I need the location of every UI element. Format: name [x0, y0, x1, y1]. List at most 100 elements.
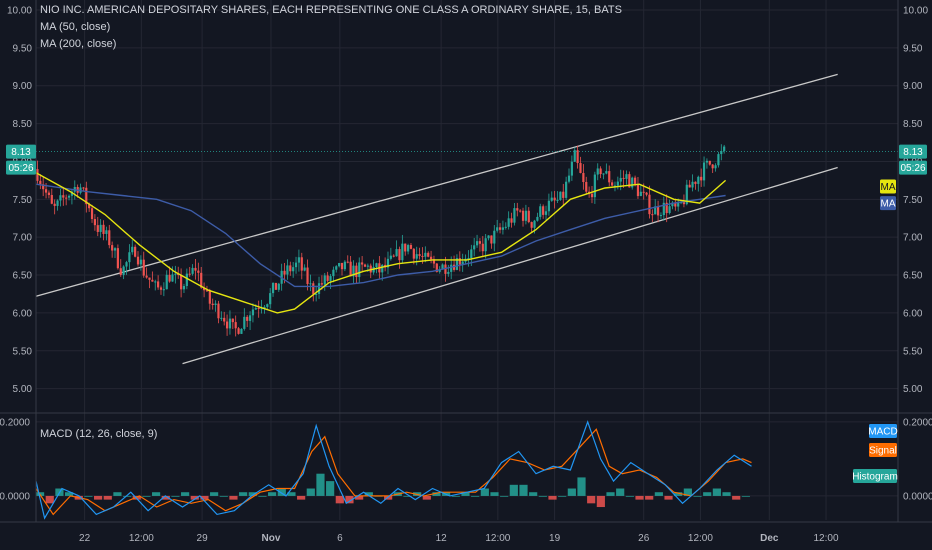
histogram-bar [123, 495, 132, 497]
histogram-bar [248, 492, 257, 496]
y-tick-label-right: 7.00 [903, 233, 923, 244]
ma50-line [35, 172, 727, 314]
histogram-bar [616, 488, 625, 496]
candle-body [444, 264, 447, 274]
candle-body [714, 165, 717, 169]
candle-body [582, 172, 585, 183]
candle-body [349, 261, 352, 277]
histogram-bar [461, 492, 470, 496]
candle-body [720, 151, 723, 155]
candle-body [119, 268, 122, 275]
ma200-legend[interactable]: MA (200, close) [40, 38, 117, 50]
histogram-bar [712, 488, 721, 496]
candle-body [510, 218, 513, 223]
candle-body [113, 248, 117, 251]
y-tick-label-right: 6.00 [903, 308, 923, 319]
candle-body [559, 191, 562, 200]
x-tick-label: 12:00 [129, 533, 154, 544]
candle-body [50, 194, 53, 204]
candle-body [590, 193, 594, 198]
histogram-bar [654, 492, 663, 496]
candle-body [536, 216, 539, 221]
candle-body [145, 275, 148, 278]
candle-body [625, 174, 628, 179]
candle-body [82, 187, 85, 189]
candle-body [688, 184, 691, 188]
signal-tag: Signal [869, 443, 897, 457]
histogram-bar [403, 495, 412, 497]
candle-body [39, 180, 42, 185]
candle-body [332, 269, 335, 277]
candle-body [111, 245, 114, 251]
candle-body [171, 274, 174, 282]
candle-body [496, 227, 499, 231]
candle-body [700, 176, 703, 181]
macd-line [35, 420, 752, 520]
candle-body [205, 290, 209, 292]
candle-body [665, 202, 668, 214]
histogram-bar [596, 495, 605, 508]
candle-body [217, 303, 220, 319]
y-tick-label-right: 7.50 [903, 195, 923, 206]
candle-body [550, 197, 553, 201]
histogram-bar [538, 495, 547, 497]
candle-body [645, 192, 648, 195]
macd-tick-label-left: 0.2000 [0, 417, 30, 428]
candle-body [231, 318, 234, 323]
x-tick-label: 19 [549, 533, 561, 544]
macd-tag-bg [869, 424, 897, 438]
histogram-bar [558, 495, 567, 497]
candle-body [154, 281, 157, 283]
candle-body [636, 183, 640, 197]
y-tick-label-right: 10.00 [903, 6, 928, 17]
histogram-bar [606, 492, 615, 496]
candle-body [62, 195, 65, 198]
candle-body [450, 264, 453, 272]
ma50-legend[interactable]: MA (50, close) [40, 21, 111, 33]
candle-body [467, 258, 470, 260]
candle-body [567, 175, 571, 182]
y-tick-label-right: 5.50 [903, 346, 923, 357]
chart-title: NIO INC. AMERICAN DEPOSITARY SHARES, EAC… [40, 4, 622, 16]
last-price-tag-left-bg [6, 144, 36, 159]
candle-body [139, 259, 142, 265]
candle-body [613, 185, 617, 187]
ma200-line [35, 183, 726, 288]
channel-lower-line[interactable] [182, 166, 838, 365]
candle-body [122, 266, 125, 275]
candle-body [312, 283, 315, 295]
candle-body [662, 202, 665, 216]
macd-tick-label-left: 0.0000 [0, 491, 30, 502]
candle-body [455, 258, 459, 270]
moving-averages [35, 151, 898, 314]
candle-body [542, 206, 545, 215]
channel-upper-line[interactable] [35, 73, 838, 297]
candle-body [691, 181, 694, 188]
histogram-bar [258, 495, 267, 497]
candle-body [602, 173, 605, 175]
y-tick-label-right: 9.00 [903, 81, 923, 92]
ma200-tag-bg [880, 196, 896, 211]
candle-body [283, 270, 286, 275]
candle-body [188, 273, 191, 275]
macd-legend[interactable]: MACD (12, 26, close, 9) [40, 428, 158, 440]
candle-body [461, 261, 464, 265]
y-tick-label-right: 5.00 [903, 384, 923, 395]
candle-body [44, 189, 48, 193]
y-tick-label-right: 9.50 [903, 43, 923, 54]
y-tick-label-left: 5.00 [13, 384, 33, 395]
candle-body [300, 257, 303, 271]
candle-body [168, 274, 171, 282]
candle-body [277, 283, 280, 290]
histogram-bar [326, 481, 335, 496]
y-tick-label-right: 8.50 [903, 119, 923, 130]
histogram-bar [509, 484, 518, 496]
candle-body [516, 208, 519, 211]
trend-channel[interactable] [35, 73, 838, 365]
histogram-bar [732, 495, 741, 500]
histogram-bar [519, 484, 528, 496]
candle-body [648, 194, 651, 215]
candle-body [194, 267, 197, 271]
histogram-bar [635, 495, 644, 500]
